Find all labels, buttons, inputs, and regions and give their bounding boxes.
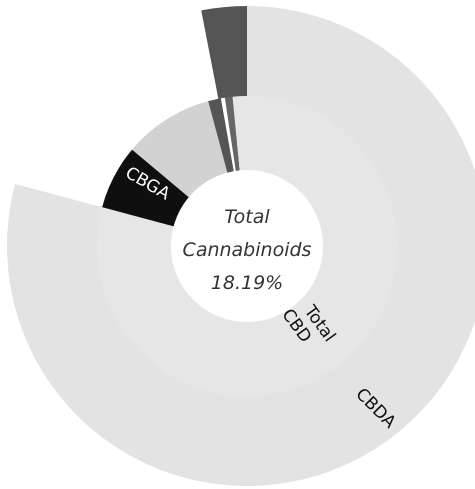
inner-slice-4	[220, 92, 237, 178]
outer-slice-2	[201, 6, 247, 99]
center-hole	[171, 170, 323, 322]
inner-slice-5	[224, 91, 241, 177]
outer-slice-1	[15, 10, 219, 208]
center-label-line1: Total	[224, 206, 270, 228]
inner-slice-1	[97, 146, 194, 228]
outer-ring	[7, 6, 475, 486]
center-label-line2: Cannabinoids	[183, 239, 312, 261]
outer-slice-0	[7, 6, 475, 486]
center-label-line3: 18.19%	[211, 272, 283, 294]
inner-ring	[92, 91, 402, 401]
inner-slice-0	[92, 91, 402, 401]
inner-slice-6	[232, 91, 247, 177]
inner-slice-3	[206, 93, 235, 179]
